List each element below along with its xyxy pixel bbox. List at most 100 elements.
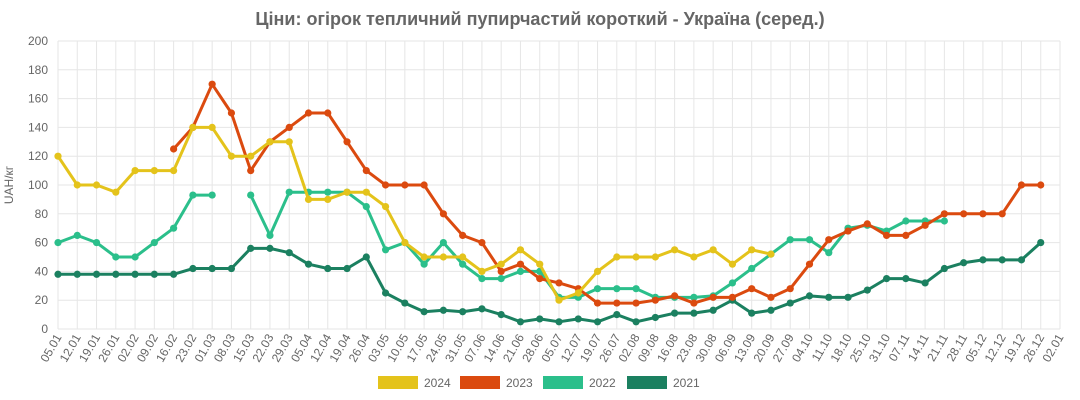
data-point (516, 318, 525, 326)
data-point (420, 181, 428, 189)
data-point (131, 167, 139, 175)
data-point (478, 275, 486, 283)
data-point (921, 221, 929, 229)
data-point (362, 167, 370, 175)
data-point (690, 299, 698, 307)
data-point (170, 270, 178, 278)
series-line-2021 (58, 241, 1042, 324)
data-point (651, 313, 659, 322)
data-point (285, 249, 293, 257)
data-point (381, 289, 390, 297)
legend-item-2022[interactable]: 2022 (543, 376, 616, 390)
data-point (73, 181, 81, 189)
data-point (825, 236, 833, 244)
y-tick-label: 80 (35, 207, 49, 221)
data-point (536, 315, 544, 323)
data-point (150, 239, 158, 247)
data-point (593, 267, 602, 275)
data-point (1017, 181, 1026, 189)
data-point (304, 109, 313, 117)
data-point (593, 285, 602, 293)
legend: 2024 2023 2022 2021 (378, 376, 700, 390)
data-point (960, 210, 968, 218)
data-point (208, 191, 216, 199)
data-point (131, 270, 139, 278)
data-point (362, 203, 370, 211)
data-point (478, 239, 486, 247)
data-point (786, 299, 794, 307)
data-point (92, 270, 101, 278)
legend-item-2024[interactable]: 2024 (378, 376, 451, 390)
data-point (420, 253, 428, 261)
series-line-2023 (172, 82, 1041, 305)
chart-title: Ціни: огірок тепличний пупирчастий корот… (255, 9, 824, 29)
data-point (555, 279, 563, 287)
data-point (882, 275, 891, 283)
data-point (844, 227, 852, 235)
data-point (247, 191, 255, 199)
legend-swatch (378, 376, 418, 389)
data-point (709, 306, 717, 314)
data-point (420, 260, 428, 268)
data-point (516, 267, 525, 275)
data-point (613, 299, 621, 307)
data-point (170, 167, 178, 175)
data-point (825, 293, 833, 301)
y-tick-label: 160 (28, 92, 48, 106)
data-point (439, 210, 447, 218)
data-point (671, 292, 679, 300)
data-point (247, 167, 255, 175)
data-point (459, 260, 467, 268)
data-point (439, 253, 447, 261)
data-point (304, 260, 313, 268)
y-tick-label: 180 (28, 63, 48, 77)
data-point (728, 293, 737, 301)
data-point (805, 292, 814, 300)
legend-swatch (543, 376, 583, 389)
data-point (632, 318, 640, 326)
data-point (536, 260, 544, 268)
data-point (786, 236, 794, 244)
data-point (227, 109, 236, 117)
data-point (266, 244, 274, 252)
data-point (208, 80, 216, 88)
y-axis-label: UAH/кг (2, 165, 16, 204)
data-point (497, 275, 505, 283)
y-tick-label: 100 (28, 178, 48, 192)
data-point (150, 167, 158, 175)
data-point (767, 250, 775, 258)
data-point (979, 256, 987, 264)
series-lines (54, 80, 1045, 326)
data-point (940, 264, 948, 273)
data-point (381, 181, 390, 189)
data-point (709, 293, 717, 301)
data-point (478, 305, 486, 313)
data-point (632, 253, 640, 261)
data-point (574, 315, 582, 323)
y-tick-label: 0 (41, 322, 48, 336)
legend-item-2023[interactable]: 2023 (460, 376, 533, 390)
data-point (343, 138, 351, 146)
data-point (54, 152, 62, 160)
data-point (285, 188, 293, 196)
data-point (497, 311, 505, 319)
data-point (690, 309, 698, 317)
data-point (767, 306, 775, 314)
data-point (343, 188, 351, 196)
data-point (632, 299, 640, 307)
data-point (1037, 239, 1045, 247)
data-point (998, 210, 1006, 218)
data-point (189, 123, 197, 131)
data-point (555, 296, 563, 304)
data-point (613, 285, 621, 293)
data-point (863, 220, 871, 228)
legend-item-2021[interactable]: 2021 (627, 376, 700, 390)
data-point (439, 306, 447, 314)
data-point (227, 264, 236, 273)
data-point (613, 311, 621, 319)
data-point (516, 260, 525, 268)
data-point (882, 231, 891, 239)
data-point (921, 279, 929, 287)
data-point (247, 244, 255, 252)
